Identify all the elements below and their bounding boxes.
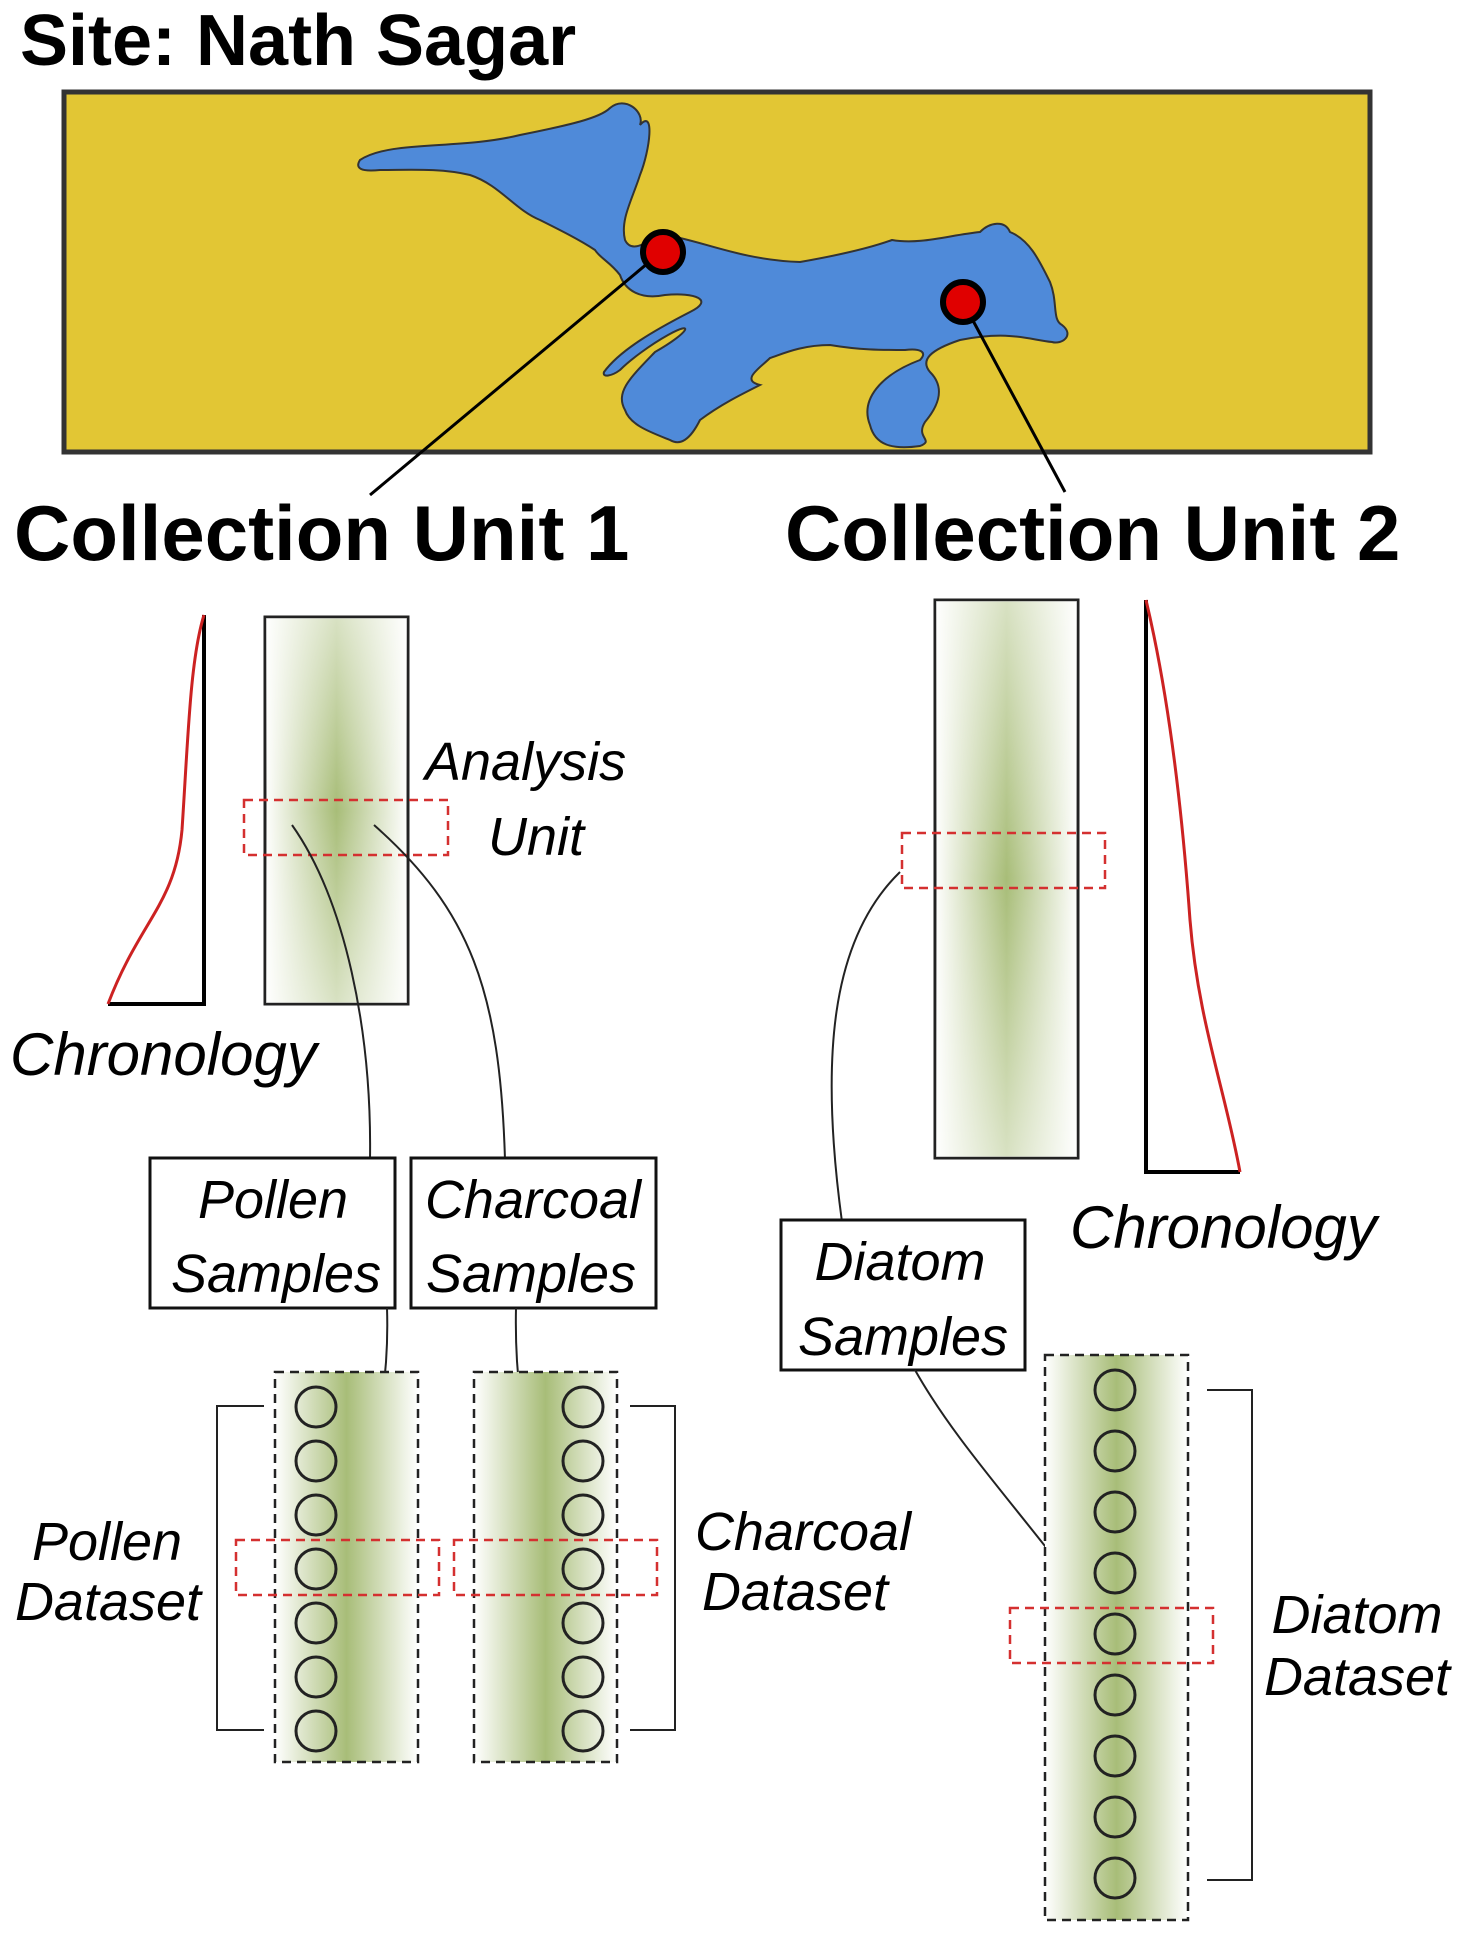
dataset-core [1043, 1353, 1190, 1922]
pollen-sample-circles [294, 1385, 338, 1753]
sample-circle-icon [294, 1385, 338, 1429]
sample-circle-icon [561, 1709, 605, 1753]
diatom-selection [1008, 1606, 1215, 1665]
diatom-samples-box [779, 1218, 1027, 1372]
site-title: Site: Nath Sagar [20, 1, 576, 81]
analysis-unit-label-line2: Unit [488, 807, 586, 867]
sample-circle-icon [1093, 1795, 1137, 1839]
sample-circle-icon [294, 1655, 338, 1699]
pollen-samples-label-line2: Samples [171, 1244, 381, 1304]
pollen-dataset-bracket [216, 1405, 264, 1731]
analysis-unit-selection [242, 798, 450, 857]
sample-circle-icon [561, 1439, 605, 1483]
dataset-core [472, 1370, 619, 1764]
diatom-dataset-label-line2: Dataset [1264, 1647, 1452, 1707]
collection-unit-2: Chronology Diatom Samples Diatom Dataset [779, 598, 1452, 1922]
unit1-leader-line [369, 251, 661, 497]
dataset-core [273, 1370, 420, 1764]
sample-circle-icon [1093, 1856, 1137, 1900]
diatom-sample-circles [1093, 1368, 1137, 1900]
sample-circle-icon [294, 1547, 338, 1591]
charcoal-dataset: Charcoal Dataset [452, 1370, 913, 1764]
chronology-curve-icon [1144, 599, 1242, 1173]
charcoal-samples-label-line2: Samples [426, 1244, 636, 1304]
sample-circle-icon [561, 1385, 605, 1429]
pollen-samples-box [148, 1156, 397, 1310]
charcoal-samples-box [409, 1156, 658, 1310]
chronology-axis [1144, 600, 1240, 1174]
charcoal-samples-label-line1: Charcoal [425, 1170, 643, 1230]
diatom-dataset-bracket [1207, 1389, 1253, 1881]
sample-circle-icon [1093, 1368, 1137, 1412]
core-shading [266, 618, 407, 1003]
pollen-dataset-label-line1: Pollen [32, 1512, 182, 1572]
charcoal-dataset-label-line1: Charcoal [695, 1502, 913, 1562]
core-marker-icon [940, 279, 986, 325]
pollen-dataset: Pollen Dataset [15, 1370, 441, 1764]
charcoal-sample-circles [561, 1385, 605, 1753]
chronology-label: Chronology [10, 1021, 321, 1088]
sample-circle-icon [294, 1493, 338, 1537]
pollen-samples-label-line1: Pollen [198, 1170, 348, 1230]
diatom-sample-connector [830, 871, 901, 1223]
sample-circle-icon [1093, 1673, 1137, 1717]
sample-circle-icon [294, 1709, 338, 1753]
sample-circle-icon [561, 1493, 605, 1537]
sample-circle-icon [1093, 1490, 1137, 1534]
diatom-dataset-label-line1: Diatom [1271, 1585, 1442, 1645]
collection-unit-2-label: Collection Unit 2 [785, 489, 1400, 577]
sample-circle-icon [1093, 1551, 1137, 1595]
analysis-unit-label-line1: Analysis [422, 732, 626, 792]
chronology-curve-icon [106, 614, 206, 1005]
charcoal-selection [452, 1538, 659, 1597]
pollen-selection [234, 1538, 441, 1597]
pollen-sample-connector [291, 824, 372, 1161]
sample-circle-icon [561, 1655, 605, 1699]
sample-circle-icon [294, 1601, 338, 1645]
charcoal-dataset-bracket [630, 1405, 676, 1731]
chronology-label: Chronology [1070, 1194, 1381, 1261]
diatom-dataset: Diatom Dataset [1008, 1353, 1452, 1922]
sample-circle-icon [561, 1547, 605, 1591]
unit2-leader-line [961, 301, 1067, 493]
charcoal-dataset-label-line2: Dataset [702, 1562, 890, 1622]
sample-circle-icon [1093, 1429, 1137, 1473]
site-map [61, 89, 1373, 497]
diatom-samples-label-line1: Diatom [814, 1232, 985, 1292]
sample-circle-icon [561, 1601, 605, 1645]
charcoal-sample-connector [373, 824, 506, 1161]
collection-unit-1: Chronology Analysis Unit Pollen Samples … [10, 614, 913, 1764]
analysis-unit-selection [900, 831, 1107, 890]
sample-circle-icon [1093, 1612, 1137, 1656]
collection-unit-1-label: Collection Unit 1 [14, 489, 629, 577]
chronology-axis [108, 615, 206, 1006]
core-marker-icon [640, 229, 686, 275]
sample-circle-icon [1093, 1734, 1137, 1778]
core-shading [936, 601, 1077, 1157]
pollen-dataset-label-line2: Dataset [15, 1572, 203, 1632]
sample-circle-icon [294, 1439, 338, 1483]
diatom-samples-label-line2: Samples [798, 1307, 1008, 1367]
